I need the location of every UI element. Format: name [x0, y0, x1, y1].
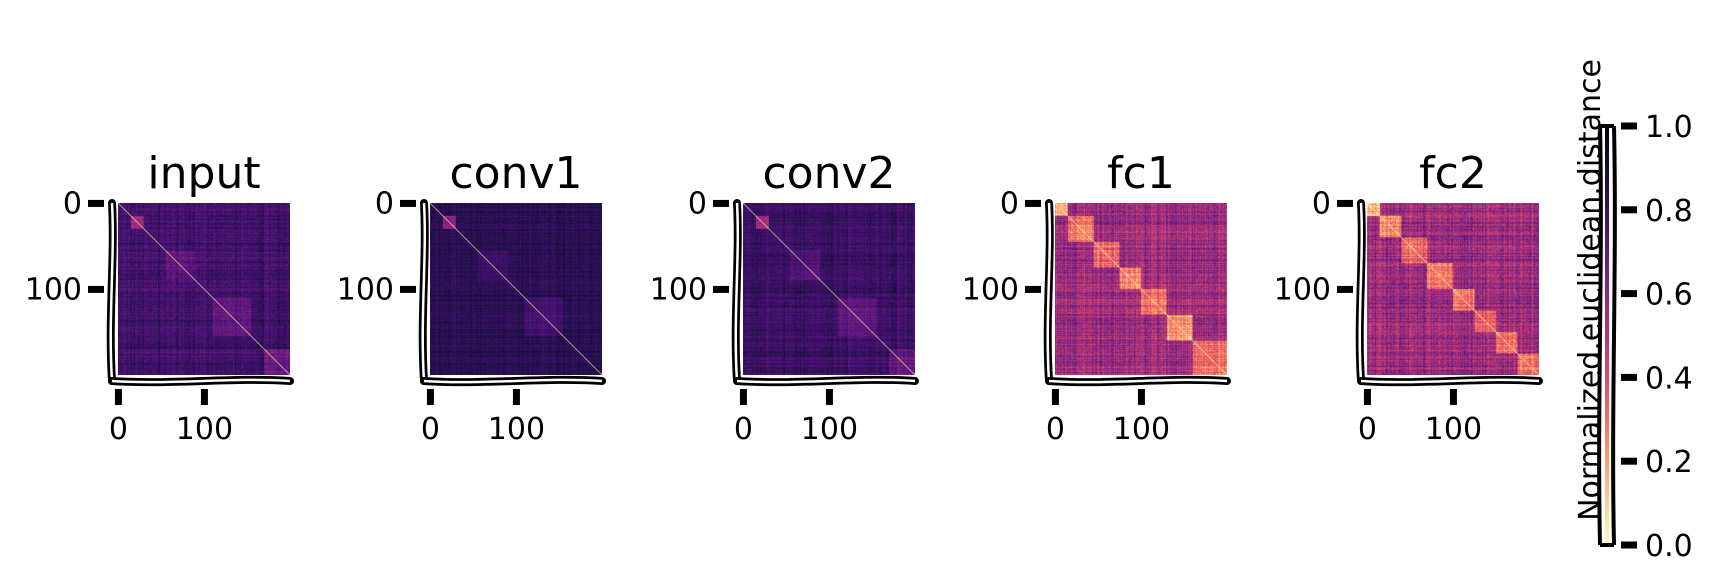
x-tick-label: 100 [176, 412, 233, 447]
y-tick-label: 100 [962, 272, 1019, 307]
heatmap-image [118, 203, 290, 375]
panel-title: input [147, 148, 260, 199]
x-axis-spine [1048, 378, 1228, 384]
colorbar-tick-label: 0.0 [1645, 529, 1693, 564]
x-tick-label: 0 [734, 412, 753, 447]
x-tick-label: 100 [1113, 412, 1170, 447]
x-tick-label: 0 [109, 412, 128, 447]
x-tick-label: 0 [1046, 412, 1065, 447]
colorbar-tick-label: 0.8 [1645, 194, 1693, 229]
heatmap-image [1367, 203, 1539, 375]
y-axis-spine [1358, 202, 1364, 382]
panel-title: fc1 [1107, 148, 1175, 199]
y-axis-spine [734, 202, 740, 382]
colorbar-tick-label: 0.6 [1645, 278, 1693, 313]
y-axis-spine [1046, 202, 1052, 382]
x-axis-spine [1360, 378, 1540, 384]
y-tick-label: 100 [650, 272, 707, 307]
colorbar-end-caps [1600, 124, 1614, 547]
colorbar-tick-label: 1.0 [1645, 110, 1693, 145]
x-axis-spine [736, 378, 916, 384]
panel-title: fc2 [1419, 148, 1487, 199]
heatmap-panel-conv2: conv2 0 100 0 100 [650, 148, 919, 447]
y-tick-label: 0 [688, 186, 707, 221]
heatmap-panel-fc1: fc1 0 100 0 100 [962, 148, 1231, 447]
y-tick-label: 100 [25, 272, 82, 307]
y-tick-label: 100 [337, 272, 394, 307]
colorbar-tick-label: 0.4 [1645, 361, 1693, 396]
heatmap-image [430, 203, 602, 375]
colorbar: 0.0 0.2 0.4 0.6 0.8 1.0 Normalized.euclidean.d… [1573, 59, 1693, 564]
heatmap-image [743, 203, 915, 375]
heatmap-image [1055, 203, 1227, 375]
y-tick-label: 0 [375, 186, 394, 221]
y-tick-label: 100 [1274, 272, 1331, 307]
x-tick-label: 100 [801, 412, 858, 447]
x-tick-label: 100 [488, 412, 545, 447]
y-tick-label: 0 [1000, 186, 1019, 221]
heatmap-panel-conv1: conv1 0 100 0 100 [337, 148, 606, 447]
heatmap-panel-input: input 0 100 0 100 [25, 148, 294, 447]
y-tick-label: 0 [1312, 186, 1331, 221]
panel-title: conv2 [762, 148, 895, 199]
x-axis-spine [423, 378, 603, 384]
x-tick-label: 0 [1358, 412, 1377, 447]
colorbar-right-outline [1611, 125, 1617, 546]
panel-title: conv1 [449, 148, 582, 199]
colorbar-bar [1605, 126, 1609, 545]
y-axis-spine [421, 202, 427, 382]
x-axis-spine [111, 378, 291, 384]
colorbar-tick-label: 0.2 [1645, 445, 1693, 480]
y-tick-label: 0 [63, 186, 82, 221]
heatmap-panel-fc2: fc2 0 100 0 100 [1274, 148, 1543, 447]
x-tick-label: 100 [1425, 412, 1482, 447]
colorbar-left-outline [1597, 125, 1603, 546]
colorbar-label: Normalized.euclidean.distance [1573, 59, 1608, 521]
y-axis-spine [109, 202, 115, 382]
x-tick-label: 0 [421, 412, 440, 447]
